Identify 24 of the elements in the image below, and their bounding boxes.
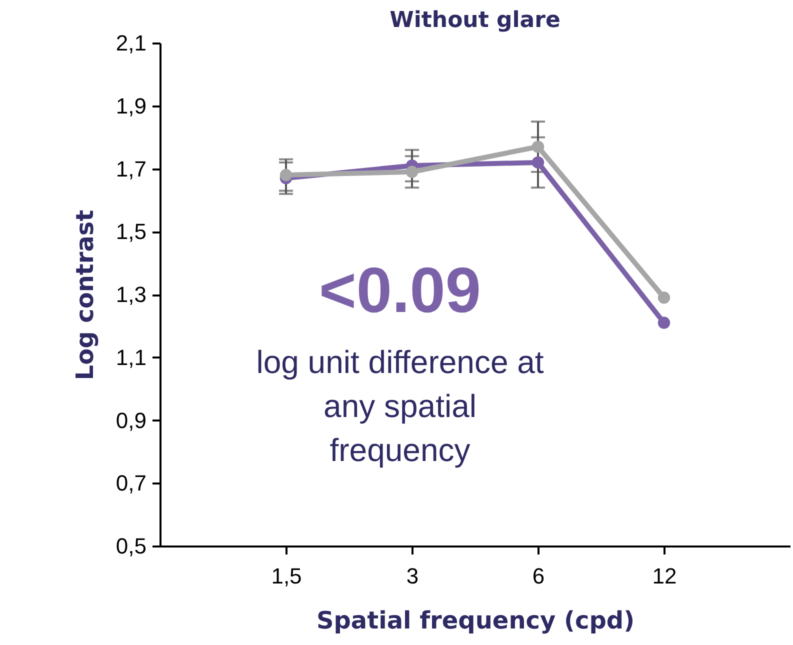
y-tick-label: 1,3: [116, 282, 146, 307]
y-tick-label: 1,1: [116, 344, 146, 370]
point: [532, 156, 544, 169]
y-tick-label: 2,1: [116, 30, 146, 56]
y-tick-label: 1,5: [116, 219, 146, 244]
x-tick-label: 6: [532, 564, 545, 588]
y-tick-label: 1,9: [116, 93, 146, 118]
y-tick-label: 1,7: [116, 156, 146, 182]
point: [280, 168, 292, 182]
y-tick-label: 0,5: [116, 534, 146, 558]
annotation: <0.09: [319, 254, 481, 326]
annotation: log unit difference at any spatial frequency: [256, 344, 544, 468]
chart-title: Without glare: [390, 8, 560, 33]
point: [406, 166, 418, 178]
y-tick-label: 0,9: [116, 408, 146, 433]
x-tick-label: 12: [652, 564, 677, 588]
x-axis-title: Spatial frequency (cpd): [316, 606, 635, 634]
point: [658, 316, 670, 329]
x-tick-label: 1,5: [271, 564, 302, 588]
x-tick-label: 3: [406, 564, 419, 588]
point: [658, 292, 670, 304]
y-tick-label: 0,7: [116, 470, 146, 496]
point: [532, 140, 544, 153]
y-axis-title: Log contrast: [70, 210, 99, 380]
